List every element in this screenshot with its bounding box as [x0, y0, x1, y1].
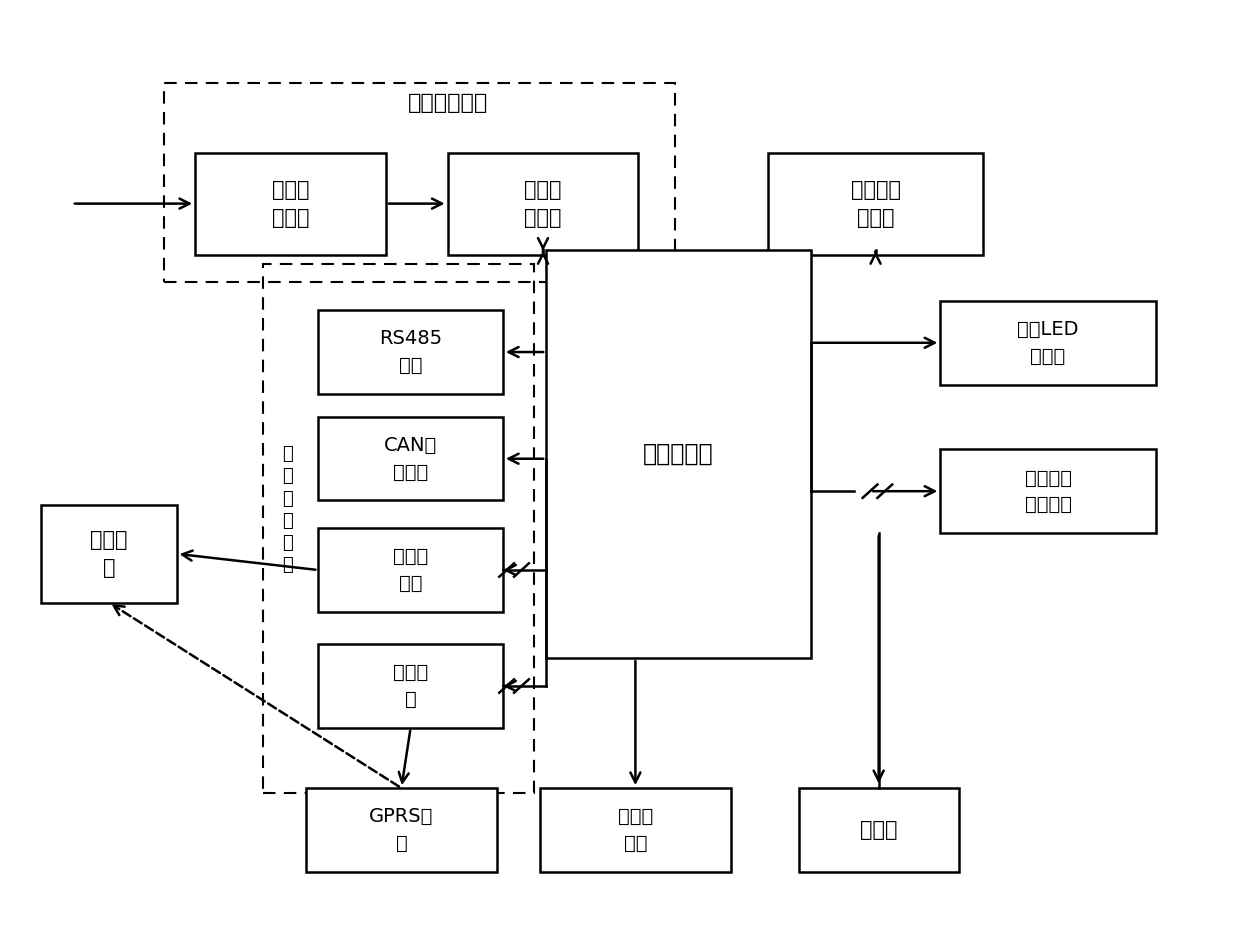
Text: CAN总
线接口: CAN总 线接口 — [384, 436, 438, 481]
Text: 射频读
卡器: 射频读 卡器 — [618, 807, 653, 853]
Text: 第一开关
量驱动器: 第一开关 量驱动器 — [1024, 468, 1071, 514]
Text: 降压整
流电路: 降压整 流电路 — [272, 180, 309, 227]
Text: 第
一
通
讯
接
口: 第 一 通 讯 接 口 — [281, 446, 293, 575]
Bar — [195, 153, 386, 255]
Text: 以太网
接口: 以太网 接口 — [393, 548, 428, 592]
Bar — [448, 153, 639, 255]
Text: 电源转换电路: 电源转换电路 — [408, 94, 487, 113]
Text: 串行接
口: 串行接 口 — [393, 664, 428, 709]
Text: 云服务
器: 云服务 器 — [91, 530, 128, 578]
Text: 第一LED
指示灯: 第一LED 指示灯 — [1017, 320, 1079, 366]
Bar — [319, 644, 503, 728]
Text: RS485
接口: RS485 接口 — [379, 329, 443, 374]
Text: 显示及输
入装置: 显示及输 入装置 — [851, 180, 900, 227]
Text: 打印机: 打印机 — [859, 820, 898, 840]
Bar — [319, 417, 503, 501]
Bar — [263, 264, 533, 793]
Bar — [164, 83, 676, 283]
Bar — [940, 301, 1156, 385]
Bar — [41, 505, 176, 603]
Text: 智能控制器: 智能控制器 — [644, 442, 714, 466]
Bar — [539, 788, 730, 871]
Bar — [799, 788, 959, 871]
Text: GPRS模
块: GPRS模 块 — [370, 807, 434, 853]
Bar — [940, 449, 1156, 533]
Bar — [546, 250, 811, 658]
Bar — [768, 153, 983, 255]
Bar — [319, 311, 503, 394]
Bar — [319, 528, 503, 612]
Bar — [306, 788, 497, 871]
Text: 稳压分
流电路: 稳压分 流电路 — [525, 180, 562, 227]
